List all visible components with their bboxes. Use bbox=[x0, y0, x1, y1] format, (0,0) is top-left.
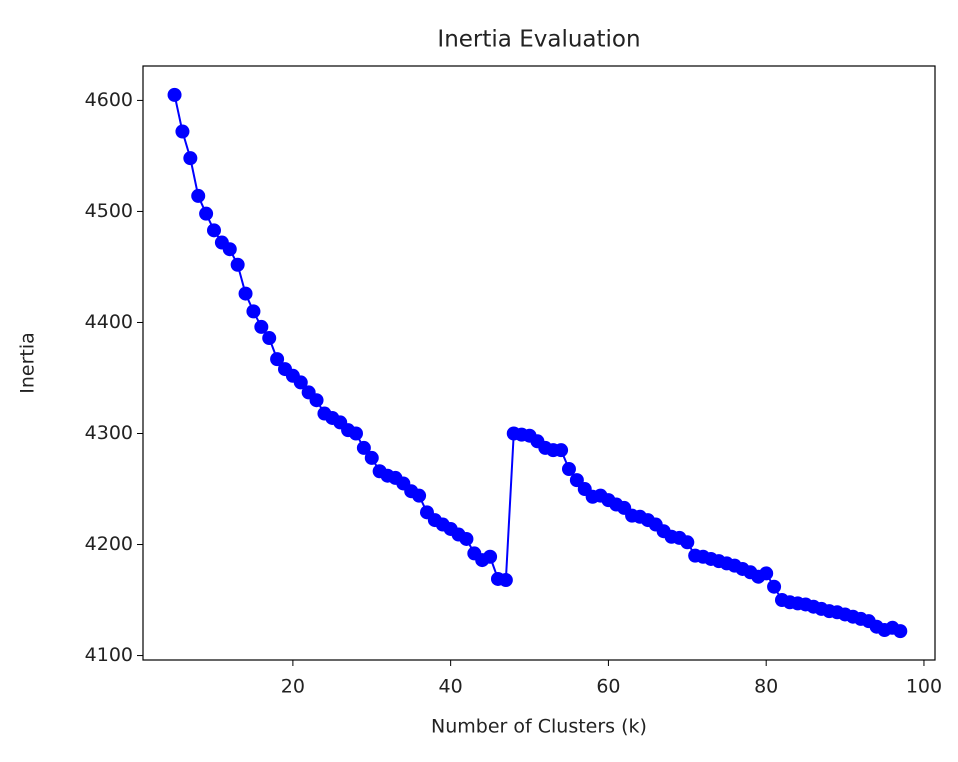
y-tick-label: 4200 bbox=[85, 533, 133, 555]
data-point bbox=[561, 462, 576, 477]
data-point bbox=[498, 573, 513, 588]
data-point bbox=[238, 286, 253, 301]
data-point bbox=[199, 206, 214, 221]
y-tick-label: 4400 bbox=[85, 311, 133, 333]
data-point bbox=[309, 393, 324, 408]
y-axis-label: Inertia bbox=[17, 332, 39, 394]
x-tick-label: 40 bbox=[439, 676, 463, 698]
data-point bbox=[348, 426, 363, 441]
x-tick-label: 60 bbox=[596, 676, 620, 698]
data-point bbox=[893, 624, 908, 639]
data-point bbox=[554, 443, 569, 458]
y-tick-label: 4300 bbox=[85, 422, 133, 444]
data-point bbox=[356, 440, 371, 455]
data-point bbox=[459, 531, 474, 546]
x-tick-label: 20 bbox=[281, 676, 305, 698]
data-point bbox=[293, 375, 308, 390]
data-point bbox=[167, 87, 182, 102]
y-tick-label: 4500 bbox=[85, 200, 133, 222]
data-point bbox=[364, 450, 379, 465]
data-point bbox=[183, 151, 198, 166]
data-point bbox=[759, 566, 774, 581]
y-tick-label: 4600 bbox=[85, 89, 133, 111]
data-point bbox=[230, 257, 245, 272]
data-point bbox=[680, 535, 695, 550]
data-point bbox=[254, 319, 269, 334]
data-point bbox=[767, 579, 782, 594]
data-point bbox=[483, 549, 498, 564]
data-point bbox=[206, 223, 221, 238]
y-tick-label: 4100 bbox=[85, 644, 133, 666]
x-axis-label: Number of Clusters (k) bbox=[431, 716, 647, 738]
x-tick-label: 100 bbox=[906, 676, 942, 698]
chart-title: Inertia Evaluation bbox=[437, 27, 640, 53]
data-point bbox=[222, 242, 237, 257]
data-point bbox=[270, 352, 285, 367]
data-point bbox=[175, 124, 190, 139]
data-point bbox=[412, 488, 427, 503]
x-tick-label: 80 bbox=[754, 676, 778, 698]
plot-frame bbox=[142, 65, 936, 661]
data-point bbox=[262, 331, 277, 346]
data-point bbox=[246, 304, 261, 319]
data-point bbox=[191, 188, 206, 203]
